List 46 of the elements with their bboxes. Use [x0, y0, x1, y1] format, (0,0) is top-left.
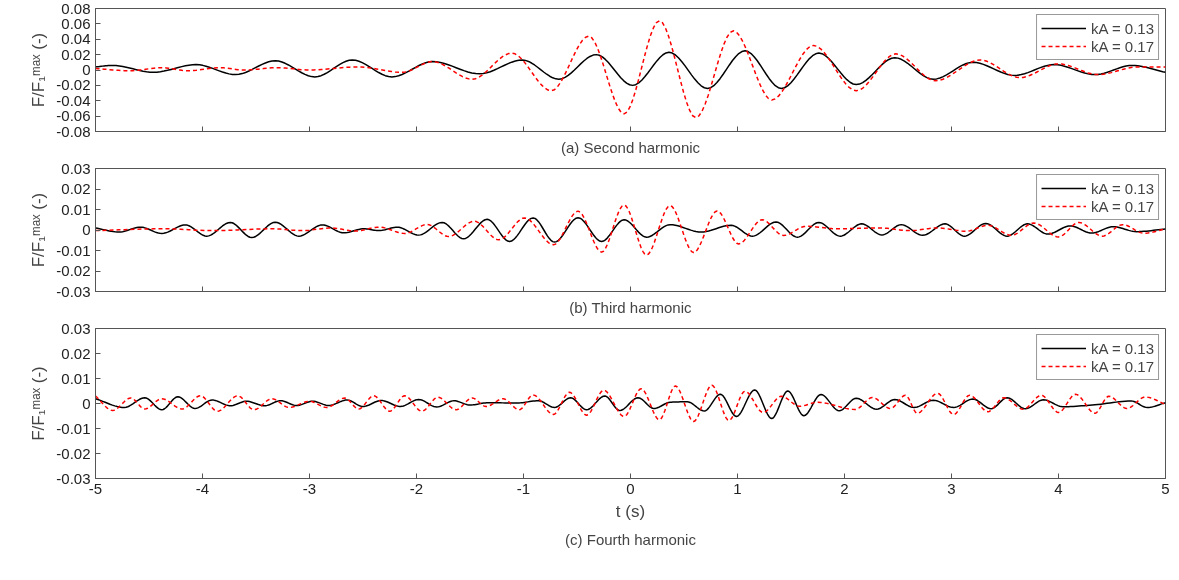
legend-label: kA = 0.13 [1091, 179, 1154, 197]
y-tick-label: 0.06 [61, 14, 91, 32]
x-tick-label: 3 [947, 479, 956, 497]
x-tick-label: 1 [733, 479, 742, 497]
legend-label: kA = 0.13 [1091, 19, 1154, 37]
y-axis-title: F/F₁ᵐᵃˣ (-) [29, 366, 49, 441]
y-tick-label: -0.02 [56, 76, 91, 94]
x-axis-title: t (s) [615, 501, 646, 521]
text: (b) Third harmonic [569, 298, 692, 316]
y-tick-label: 0.04 [61, 30, 91, 48]
x-tick-label: -4 [195, 479, 210, 497]
x-tick-label: -3 [302, 479, 317, 497]
y-axis-title: F/F₁ᵐᵃˣ (-) [29, 192, 49, 268]
y-tick-label: -0.03 [56, 282, 91, 300]
x-tick-label: 2 [840, 479, 849, 497]
y-tick-label: -0.08 [56, 122, 91, 140]
y-tick-label: -0.03 [56, 469, 91, 487]
y-axis-title: F/F₁ᵐᵃˣ (-) [29, 32, 49, 108]
y-tick-label: -0.01 [56, 419, 91, 437]
legend-label: kA = 0.17 [1091, 37, 1154, 55]
y-tick-label: -0.02 [56, 444, 91, 462]
x-tick-label: 5 [1161, 479, 1170, 497]
x-tick-label: 0 [626, 479, 635, 497]
y-tick-label: 0.08 [61, 0, 91, 17]
legend-label: kA = 0.17 [1091, 357, 1154, 375]
y-tick-label: 0 [82, 394, 91, 412]
y-tick-label: 0.01 [61, 369, 91, 387]
y-tick-label: 0.03 [61, 159, 91, 177]
y-tick-label: 0.02 [61, 45, 91, 63]
y-tick-label: -0.01 [56, 241, 91, 259]
y-tick-label: 0 [82, 221, 91, 238]
y-tick-label: 0.02 [61, 180, 91, 197]
x-tick-label: 4 [1054, 479, 1063, 497]
y-tick-label: -0.04 [56, 91, 91, 109]
y-tick-label: 0.02 [61, 344, 91, 362]
y-tick-label: 0.01 [61, 200, 91, 218]
y-tick-label: 0.03 [61, 319, 91, 337]
legend-label: kA = 0.13 [1091, 339, 1154, 357]
y-tick-label: -0.06 [56, 107, 91, 125]
text: (c) Fourth harmonic [565, 530, 697, 548]
y-tick-label: 0 [82, 61, 91, 78]
text: (a) Second harmonic [560, 138, 701, 156]
legend-label: kA = 0.17 [1091, 197, 1154, 215]
x-tick-label: -2 [409, 479, 424, 497]
x-tick-label: -1 [516, 479, 531, 497]
y-tick-label: -0.02 [56, 262, 91, 279]
